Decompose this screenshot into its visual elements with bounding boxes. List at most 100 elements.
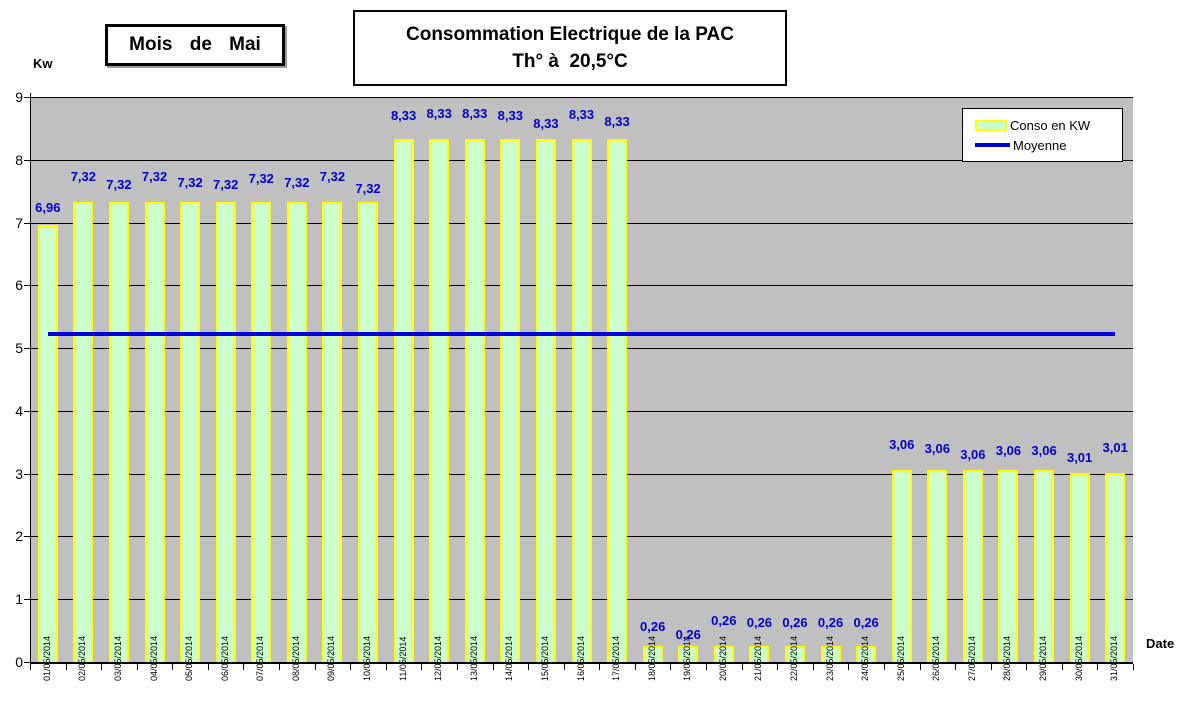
x-axis-tick bbox=[1133, 664, 1134, 670]
bar-value-label: 8,33 bbox=[604, 114, 630, 130]
bar-value-label: 8,33 bbox=[462, 106, 488, 122]
bar bbox=[962, 469, 983, 662]
x-axis-tick bbox=[883, 664, 885, 670]
bar bbox=[998, 469, 1019, 662]
bar-value-label: 8,33 bbox=[533, 116, 559, 132]
x-axis-tick bbox=[350, 664, 352, 670]
month-box: Mois de Mai bbox=[105, 24, 285, 66]
x-axis-tick bbox=[848, 664, 850, 670]
bar-value-label: 8,33 bbox=[390, 108, 417, 124]
bar bbox=[927, 469, 948, 662]
legend-bar-swatch-icon bbox=[975, 119, 1007, 131]
bar bbox=[749, 645, 770, 662]
bar bbox=[37, 225, 58, 662]
x-axis-tick bbox=[812, 664, 814, 670]
x-axis-tick bbox=[101, 664, 103, 670]
x-axis-tick bbox=[1026, 664, 1028, 670]
x-axis-tick bbox=[563, 664, 565, 670]
bar-value-label: 3,06 bbox=[995, 442, 1022, 458]
y-axis-tick-label: 3 bbox=[15, 465, 23, 482]
x-axis-tick bbox=[1097, 664, 1099, 670]
bar-value-label: 0,26 bbox=[711, 612, 737, 628]
bar-value-label: 3,06 bbox=[960, 446, 986, 462]
chart-title-box: Consommation Electrique de la PAC Th° à … bbox=[353, 10, 787, 86]
legend-conso-label: Conso en KW bbox=[1010, 117, 1091, 133]
chart-title-line2: Th° à 20,5°C bbox=[512, 51, 628, 72]
bar-value-label: 7,32 bbox=[319, 169, 346, 185]
bar bbox=[215, 202, 236, 662]
bar-value-label: 7,32 bbox=[141, 169, 168, 185]
x-axis-tick bbox=[777, 664, 779, 670]
y-axis-tick-label: 6 bbox=[15, 277, 23, 294]
x-axis-tick bbox=[599, 664, 601, 670]
bar-value-label: 8,33 bbox=[568, 107, 595, 123]
bar bbox=[464, 139, 485, 662]
gridline-y-9 bbox=[30, 97, 1133, 98]
bar bbox=[1105, 473, 1126, 662]
y-axis-tick bbox=[24, 662, 30, 663]
x-axis-tick bbox=[741, 664, 743, 670]
y-axis-tick bbox=[24, 159, 30, 161]
x-axis-tick bbox=[243, 664, 245, 670]
bar bbox=[180, 202, 201, 662]
bar bbox=[144, 202, 165, 662]
bar bbox=[1069, 473, 1090, 662]
bar-value-label: 0,26 bbox=[746, 614, 773, 630]
bar-value-label: 3,06 bbox=[924, 440, 950, 456]
y-axis-tick bbox=[24, 410, 30, 412]
x-axis-tick bbox=[706, 664, 708, 670]
bar-value-label: 0,26 bbox=[853, 614, 879, 630]
bar-value-label: 7,32 bbox=[213, 177, 239, 193]
bar-value-label: 7,32 bbox=[284, 175, 310, 191]
legend: Conso en KW Moyenne bbox=[962, 108, 1123, 162]
chart-title-line1: Consommation Electrique de la PAC bbox=[406, 24, 734, 45]
bar-value-label: 8,33 bbox=[426, 106, 452, 122]
y-axis-unit-label: Kw bbox=[33, 56, 53, 71]
x-axis-tick bbox=[670, 664, 672, 670]
bar bbox=[108, 202, 129, 662]
bar bbox=[856, 645, 877, 662]
plot-area bbox=[30, 97, 1133, 662]
y-axis-tick bbox=[24, 222, 30, 224]
bar-value-label: 0,26 bbox=[640, 618, 666, 634]
bar-value-label: 8,33 bbox=[497, 108, 523, 124]
x-axis-tick bbox=[279, 664, 281, 670]
x-axis-date-label: 31/05/2014 bbox=[1109, 636, 1161, 681]
x-axis-tick bbox=[919, 664, 921, 670]
bar-value-label: 7,32 bbox=[355, 181, 381, 197]
x-axis-tick bbox=[65, 664, 67, 670]
bar-value-label: 3,01 bbox=[1066, 450, 1093, 466]
x-axis-tick bbox=[314, 664, 316, 670]
y-axis-tick bbox=[24, 599, 30, 601]
y-axis-tick-label: 5 bbox=[15, 340, 23, 357]
x-axis-tick bbox=[207, 664, 209, 670]
y-axis-tick-label: 0 bbox=[15, 654, 23, 670]
bar-value-label: 7,32 bbox=[70, 169, 97, 185]
y-axis-tick-label: 1 bbox=[15, 591, 23, 608]
x-axis-tick bbox=[634, 664, 636, 670]
bar bbox=[251, 202, 272, 662]
x-axis-tick bbox=[136, 664, 138, 670]
y-axis-tick bbox=[24, 348, 30, 350]
bar bbox=[571, 139, 592, 662]
y-axis-tick bbox=[24, 285, 30, 287]
bar bbox=[429, 139, 450, 662]
bar-value-label: 6,96 bbox=[35, 200, 61, 216]
bar-value-label: 7,32 bbox=[177, 175, 203, 191]
bar bbox=[820, 645, 841, 662]
y-axis-tick-label: 2 bbox=[15, 528, 23, 545]
x-axis-tick bbox=[421, 664, 423, 670]
bar bbox=[1034, 469, 1055, 662]
y-axis-tick bbox=[24, 97, 30, 98]
bar-value-label: 3,01 bbox=[1102, 440, 1128, 456]
bar-value-label: 3,06 bbox=[1031, 442, 1057, 458]
x-axis-tick bbox=[955, 664, 957, 670]
bar bbox=[713, 645, 734, 662]
x-axis-tick bbox=[492, 664, 494, 670]
bar bbox=[891, 469, 912, 662]
bar bbox=[678, 645, 699, 662]
legend-item-moyenne: Moyenne bbox=[975, 138, 1122, 153]
x-axis-title: Date bbox=[1146, 636, 1175, 651]
x-axis-tick bbox=[528, 664, 530, 670]
